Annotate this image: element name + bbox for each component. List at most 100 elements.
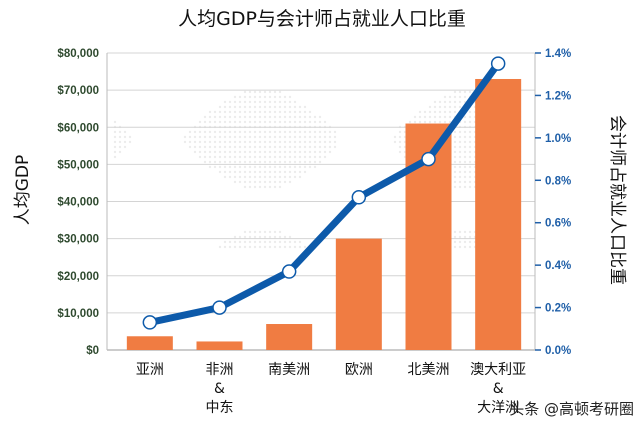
map-dot (243, 240, 247, 244)
map-dot (468, 90, 472, 94)
map-dot (278, 140, 282, 144)
map-dot (253, 105, 257, 109)
map-dot (468, 135, 472, 139)
map-dot (463, 130, 467, 134)
watermark: 头条 @高顿考研圈 (509, 400, 634, 418)
map-dot (463, 90, 467, 94)
map-dot (438, 105, 442, 109)
map-dot (253, 245, 257, 249)
map-dot (218, 110, 222, 114)
map-dot (278, 165, 282, 169)
map-dot (463, 135, 467, 139)
map-dot (398, 135, 402, 139)
map-dot (193, 145, 197, 149)
map-dot (118, 150, 122, 154)
map-dot (213, 110, 217, 114)
map-dot (323, 135, 327, 139)
map-dot (228, 115, 232, 119)
map-dot (193, 140, 197, 144)
map-dot (273, 150, 277, 154)
map-dot (123, 140, 127, 144)
map-dot (223, 115, 227, 119)
map-dot (308, 130, 312, 134)
map-dot (278, 155, 282, 159)
map-dot (298, 155, 302, 159)
map-dot (203, 140, 207, 144)
map-dot (468, 145, 472, 149)
map-dot (238, 165, 242, 169)
map-dot (223, 105, 227, 109)
map-dot (253, 120, 257, 124)
map-dot (263, 155, 267, 159)
map-dot (433, 100, 437, 104)
map-dot (273, 245, 277, 249)
map-dot (208, 145, 212, 149)
map-dot (213, 160, 217, 164)
map-dot (248, 240, 252, 244)
map-dot (453, 150, 457, 154)
map-dot (243, 175, 247, 179)
map-dot (278, 230, 282, 234)
map-dot (328, 140, 332, 144)
map-dot (453, 105, 457, 109)
map-dot (283, 165, 287, 169)
map-dot (293, 160, 297, 164)
map-dot (113, 120, 117, 124)
map-dot (468, 170, 472, 174)
map-dot (233, 245, 237, 249)
line-point (421, 151, 436, 167)
map-dot (453, 155, 457, 159)
map-dot (273, 100, 277, 104)
map-dot (288, 145, 292, 149)
map-dot (233, 115, 237, 119)
right-axis-label: 会计师占就业人口比重 (607, 115, 627, 285)
map-dot (298, 110, 302, 114)
map-dot (318, 145, 322, 149)
map-dot (258, 155, 262, 159)
map-dot (193, 150, 197, 154)
map-dot (253, 90, 257, 94)
map-dot (218, 145, 222, 149)
map-dot (238, 175, 242, 179)
map-dot (463, 115, 467, 119)
map-dot (213, 130, 217, 134)
map-dot (273, 235, 277, 239)
map-dot (263, 145, 267, 149)
map-dot (228, 140, 232, 144)
map-dot (208, 120, 212, 124)
map-dot (318, 120, 322, 124)
map-dot (238, 235, 242, 239)
map-dot (463, 120, 467, 124)
map-dot (283, 110, 287, 114)
map-dot (463, 145, 467, 149)
map-dot (453, 90, 457, 94)
map-dot (248, 155, 252, 159)
map-dot (263, 135, 267, 139)
map-dot (458, 155, 462, 159)
map-dot (223, 100, 227, 104)
map-dot (238, 100, 242, 104)
map-dot (313, 115, 317, 119)
map-dot (253, 110, 257, 114)
map-dot (458, 140, 462, 144)
map-dot (278, 150, 282, 154)
map-dot (238, 145, 242, 149)
map-dot (283, 175, 287, 179)
map-dot (263, 150, 267, 154)
map-dot (283, 115, 287, 119)
map-dot (258, 100, 262, 104)
map-dot (298, 165, 302, 169)
map-dot (453, 135, 457, 139)
map-dot (298, 240, 302, 244)
map-dot (293, 175, 297, 179)
map-dot (273, 140, 277, 144)
map-dot (398, 150, 402, 154)
map-dot (428, 110, 432, 114)
map-dot (223, 120, 227, 124)
map-dot (258, 140, 262, 144)
map-dot (188, 145, 192, 149)
map-dot (243, 185, 247, 189)
category-label: 澳大利亚 (470, 362, 526, 378)
left-tick-label: $50,000 (57, 159, 99, 171)
map-dot (458, 175, 462, 179)
